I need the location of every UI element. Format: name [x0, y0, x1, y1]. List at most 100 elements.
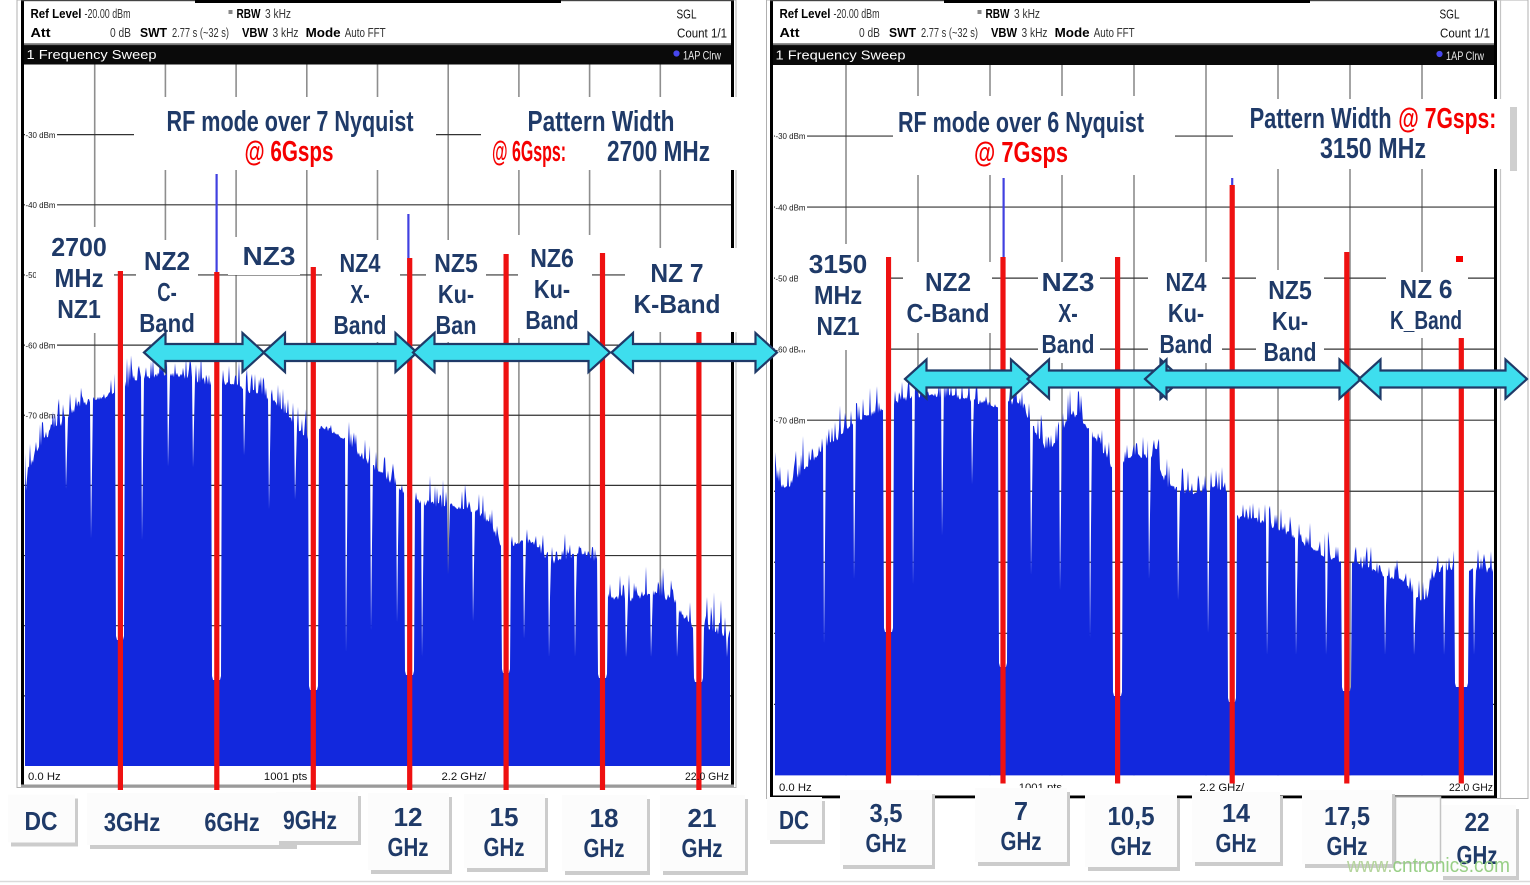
svg-text:Att: Att: [31, 25, 52, 40]
svg-text:2.77 s (~32 s): 2.77 s (~32 s): [172, 26, 229, 40]
svg-text:3GHz: 3GHz: [104, 807, 161, 837]
svg-text:Band: Band: [1042, 329, 1095, 359]
svg-text:Pattern Width: Pattern Width: [1250, 103, 1392, 135]
svg-text:RBW: RBW: [237, 6, 262, 21]
svg-text:Band: Band: [1264, 337, 1317, 367]
svg-text:Ku-: Ku-: [1272, 306, 1308, 336]
svg-text:Auto FFT: Auto FFT: [345, 26, 386, 40]
svg-text:www.cntronics.com: www.cntronics.com: [1346, 855, 1510, 877]
svg-text:1AP Clrw: 1AP Clrw: [1446, 49, 1484, 63]
svg-text:GHz: GHz: [1216, 828, 1257, 858]
svg-text:3150: 3150: [809, 249, 868, 279]
svg-text:Band: Band: [139, 308, 195, 338]
svg-text:2.2 GHz/: 2.2 GHz/: [1200, 782, 1245, 794]
svg-text:-70 dBm: -70 dBm: [26, 410, 56, 420]
svg-text:Count 1/1: Count 1/1: [677, 27, 727, 41]
svg-text:Ku-: Ku-: [1168, 298, 1204, 328]
svg-text:3 kHz: 3 kHz: [265, 7, 291, 21]
svg-text:22.0 GHz: 22.0 GHz: [685, 771, 729, 783]
svg-text:3,5: 3,5: [870, 798, 903, 828]
svg-text:NZ3: NZ3: [243, 241, 296, 271]
svg-text:Band: Band: [1160, 329, 1213, 359]
svg-text:1AP Clrw: 1AP Clrw: [683, 49, 721, 63]
svg-text:Auto FFT: Auto FFT: [1094, 26, 1135, 40]
svg-text:@ 7Gsps:: @ 7Gsps:: [1398, 103, 1496, 135]
svg-text:VBW: VBW: [242, 25, 269, 40]
svg-text:Mode: Mode: [1055, 25, 1090, 40]
svg-text:NZ1: NZ1: [57, 294, 101, 324]
svg-text:MHz: MHz: [814, 280, 862, 310]
svg-text:6GHz: 6GHz: [204, 807, 259, 837]
svg-text:SGL: SGL: [677, 8, 697, 22]
svg-text:GHz: GHz: [388, 832, 429, 862]
svg-text:-30 dBm: -30 dBm: [26, 130, 56, 140]
svg-text:GHz: GHz: [584, 833, 625, 863]
svg-text:C-Band: C-Band: [907, 298, 990, 328]
svg-text:-70 dBm: -70 dBm: [776, 415, 806, 425]
svg-text:Band: Band: [334, 310, 387, 340]
svg-text:SWT: SWT: [140, 25, 167, 40]
svg-text:-20.00 dBm: -20.00 dBm: [834, 7, 880, 21]
svg-text:@ 7Gsps: @ 7Gsps: [974, 137, 1068, 169]
svg-text:K_Band: K_Band: [1390, 305, 1462, 335]
svg-text:Ku-: Ku-: [534, 274, 570, 304]
svg-text:0 dB: 0 dB: [859, 26, 880, 40]
svg-text:@ 6Gsps: @ 6Gsps: [245, 136, 334, 168]
svg-text:-20.00 dBm: -20.00 dBm: [85, 7, 131, 21]
svg-text:2700: 2700: [51, 232, 107, 262]
svg-text:Ref Level: Ref Level: [780, 6, 831, 21]
svg-text:3 kHz: 3 kHz: [1022, 26, 1048, 40]
svg-text:18: 18: [590, 803, 619, 833]
svg-text:NZ3: NZ3: [1042, 267, 1095, 297]
svg-text:Ban: Ban: [436, 310, 477, 340]
svg-text:Pattern Width: Pattern Width: [528, 106, 675, 138]
svg-text:GHz: GHz: [866, 828, 907, 858]
svg-text:Count 1/1: Count 1/1: [1440, 27, 1490, 41]
svg-text:RF mode over 6 Nyquist: RF mode over 6 Nyquist: [898, 107, 1144, 139]
svg-text:-60 dBm: -60 dBm: [776, 344, 806, 354]
svg-text:VBW: VBW: [991, 25, 1018, 40]
svg-text:3 kHz: 3 kHz: [273, 26, 299, 40]
svg-text:-40 dBm: -40 dBm: [26, 200, 56, 210]
svg-text:9GHz: 9GHz: [283, 805, 337, 835]
svg-text:Ku-: Ku-: [438, 279, 474, 309]
svg-text:NZ 6: NZ 6: [1400, 274, 1453, 304]
svg-text:-50 dBm: -50 dBm: [776, 273, 806, 283]
svg-text:1 Frequency Sweep: 1 Frequency Sweep: [776, 48, 906, 63]
svg-text:GHz: GHz: [1327, 831, 1368, 861]
svg-text:1 Frequency Sweep: 1 Frequency Sweep: [27, 47, 157, 62]
svg-text:DC: DC: [779, 805, 809, 835]
svg-text:NZ2: NZ2: [144, 246, 190, 276]
svg-text:3 kHz: 3 kHz: [1014, 7, 1040, 21]
svg-text:Mode: Mode: [306, 25, 341, 40]
svg-text:0.0 Hz: 0.0 Hz: [28, 771, 61, 783]
svg-text:RF mode over 7 Nyquist: RF mode over 7 Nyquist: [167, 106, 414, 138]
svg-text:NZ4: NZ4: [340, 248, 381, 278]
svg-text:-40 dBm: -40 dBm: [776, 202, 806, 212]
svg-text:7: 7: [1014, 796, 1028, 826]
svg-text:GHz: GHz: [1001, 826, 1042, 856]
svg-text:2.2 GHz/: 2.2 GHz/: [441, 771, 486, 783]
svg-text:SWT: SWT: [889, 25, 916, 40]
svg-text:10,5: 10,5: [1108, 801, 1155, 831]
svg-text:0.0 Hz: 0.0 Hz: [779, 782, 812, 794]
svg-text:@ 6Gsps:: @ 6Gsps:: [492, 136, 566, 168]
svg-text:22.0 GHz: 22.0 GHz: [1449, 782, 1493, 794]
svg-text:NZ6: NZ6: [530, 243, 574, 273]
svg-text:GHz: GHz: [1111, 831, 1152, 861]
svg-text:Band: Band: [525, 305, 578, 335]
svg-text:-30 dBm: -30 dBm: [776, 131, 806, 141]
svg-text:3150 MHz: 3150 MHz: [1320, 133, 1426, 165]
svg-text:Att: Att: [780, 25, 801, 40]
svg-text:X-: X-: [350, 279, 370, 309]
svg-text:14: 14: [1222, 798, 1251, 828]
svg-text:1001 pts: 1001 pts: [264, 771, 308, 783]
svg-text:C-: C-: [157, 277, 177, 307]
svg-text:-60 dBm: -60 dBm: [26, 340, 56, 350]
svg-text:0 dB: 0 dB: [110, 26, 131, 40]
svg-text:NZ4: NZ4: [1166, 267, 1207, 297]
svg-text:2700 MHz: 2700 MHz: [607, 136, 710, 168]
svg-text:22: 22: [1465, 807, 1490, 837]
svg-text:SGL: SGL: [1440, 8, 1460, 22]
svg-text:GHz: GHz: [1457, 840, 1498, 870]
